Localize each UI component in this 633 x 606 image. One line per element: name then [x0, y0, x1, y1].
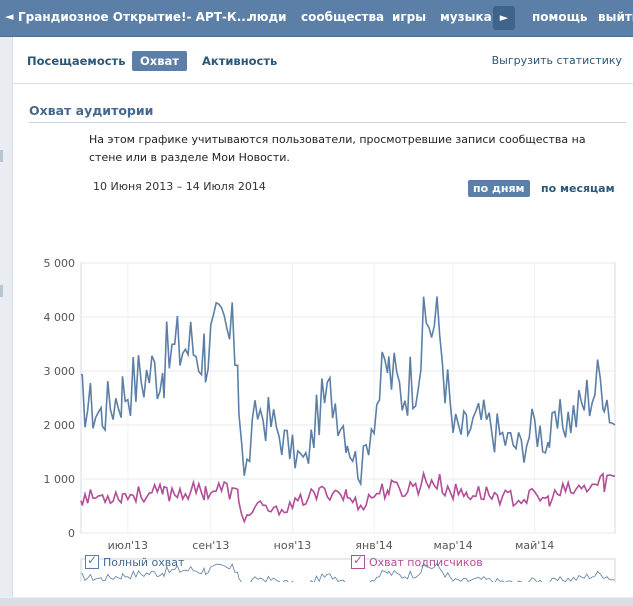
x-tick-label: июл'13	[108, 539, 148, 552]
y-tick-label: 2 000	[44, 419, 76, 432]
tab-reach[interactable]: Охват	[132, 51, 187, 71]
by-days-button[interactable]: по дням	[468, 180, 530, 197]
plot-area	[80, 262, 616, 534]
section-description: На этом графике учитываются пользователи…	[89, 133, 586, 164]
more-nav-button[interactable]: ►	[493, 6, 515, 30]
by-months-button[interactable]: по месяцам	[541, 182, 615, 195]
nav-music[interactable]: музыка	[440, 10, 492, 24]
total-reach-line	[80, 296, 616, 487]
stats-tabs: Посещаемость Охват Активность Выгрузить …	[13, 37, 633, 84]
bottom-strip	[0, 598, 633, 606]
legend-subscribers-reach[interactable]: Охват подписчиков	[369, 556, 483, 569]
legend-total-reach[interactable]: Полный охват	[103, 556, 185, 569]
x-tick-label: янв'14	[355, 539, 392, 552]
nav-help[interactable]: помощь	[532, 10, 588, 24]
stats-panel: Посещаемость Охват Активность Выгрузить …	[12, 37, 633, 597]
left-edge-marker	[0, 285, 3, 297]
date-range: 10 Июня 2013 – 14 Июля 2014	[93, 180, 266, 193]
back-arrow-icon[interactable]: ◄	[5, 10, 14, 23]
section-divider	[29, 122, 626, 123]
x-tick-label: ноя'13	[274, 539, 312, 552]
left-edge-marker	[0, 150, 3, 162]
total-reach-checkbox[interactable]: ✓	[85, 553, 99, 569]
range-navigator	[80, 558, 616, 582]
nav-games[interactable]: игры	[392, 10, 427, 24]
y-tick-label: 1 000	[44, 473, 76, 486]
nav-people[interactable]: люди	[248, 10, 287, 24]
tab-attendance[interactable]: Посещаемость	[27, 54, 126, 68]
top-navigation-bar: ◄ Грандиозное Открытие!- АРТ-К... люди с…	[0, 0, 633, 37]
group-name-link[interactable]: Грандиозное Открытие!- АРТ-К...	[18, 10, 251, 24]
navigator-total-line	[80, 562, 616, 582]
y-tick-label: 3 000	[44, 365, 76, 378]
tab-activity[interactable]: Активность	[202, 54, 278, 68]
x-tick-label: мар'14	[434, 539, 473, 552]
subscribers-reach-line	[80, 470, 616, 524]
export-stats-link[interactable]: Выгрузить статистику	[491, 54, 622, 67]
section-title: Охват аудитории	[29, 103, 154, 118]
x-tick-label: май'14	[515, 539, 554, 552]
subscribers-reach-checkbox[interactable]: ✓	[351, 553, 365, 569]
y-tick-label: 4 000	[44, 311, 76, 324]
reach-chart: 5 000 4 000 3 000 2 000 1 000 0 июл'13 сен'13 но…	[44, 257, 616, 582]
y-tick-label: 5 000	[44, 257, 76, 270]
y-tick-label: 0	[68, 527, 75, 540]
x-tick-label: сен'13	[192, 539, 229, 552]
nav-communities[interactable]: сообщества	[301, 10, 385, 24]
nav-logout[interactable]: выйти	[598, 10, 633, 24]
